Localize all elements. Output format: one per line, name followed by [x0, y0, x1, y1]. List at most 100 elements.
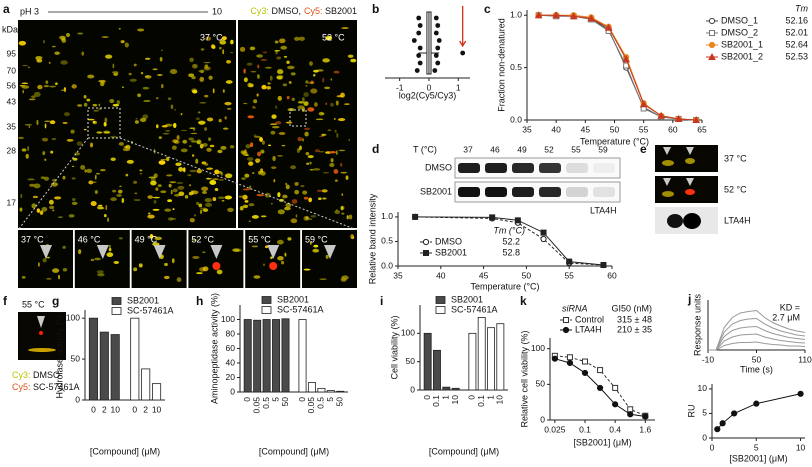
x-axis-label: [Compound] (μM): [429, 446, 499, 456]
gel-spot: [149, 234, 154, 239]
gel-spot: [321, 133, 327, 136]
gel-spot: [90, 142, 94, 148]
inset-temp: 59 °C: [305, 234, 328, 244]
gel-spot: [309, 61, 313, 66]
gel-spot: [112, 103, 120, 107]
gel-spot: [133, 267, 138, 272]
gel-spot: [167, 199, 173, 203]
gel-spot: [348, 214, 353, 220]
blot-temp: 49: [517, 144, 527, 154]
y-tick-label: 100: [531, 343, 545, 353]
gel-spot: [279, 38, 286, 44]
e-temp: 52 °C: [724, 184, 747, 194]
gel-spot: [195, 158, 199, 164]
point: [435, 60, 441, 66]
gel-spot: [257, 64, 260, 69]
gel-spot: [242, 194, 248, 200]
gel-spot: [168, 183, 172, 188]
gel-spot: [329, 162, 335, 168]
x-tick-label: -1: [396, 82, 404, 92]
bar: [253, 319, 262, 393]
inset-temp: 52 °C: [191, 234, 214, 244]
x-tick-label: 0.05: [306, 397, 316, 414]
dye-legend-part: SB2001: [322, 6, 357, 16]
gel-spot: [238, 195, 245, 198]
gel-spot: [97, 273, 105, 277]
gel-spot: [230, 39, 234, 45]
legend-marker: [708, 52, 716, 60]
dye-legend-part: Cy5:: [12, 382, 31, 392]
gel-spot: [206, 117, 214, 122]
gel-spot: [169, 181, 177, 184]
gel-spot: [333, 70, 340, 74]
mw-marker: 28: [7, 145, 17, 155]
gel-spot: [112, 71, 119, 74]
series-line: [708, 325, 806, 351]
gel-spot: [251, 215, 259, 219]
bar: [99, 331, 109, 401]
gel-spot: [48, 61, 51, 65]
gel-spot: [189, 169, 197, 173]
gel-spot: [208, 137, 212, 141]
gel-spot: [27, 178, 35, 181]
gel-spot: [220, 145, 227, 150]
ph-label: pH 3: [20, 6, 39, 16]
gel-spot: [321, 189, 328, 193]
gel-spot: [246, 62, 253, 66]
bar: [336, 390, 345, 393]
blot-row-label: DMSO: [425, 162, 452, 172]
gel-spot: [219, 46, 222, 50]
legend-value: 52.16: [785, 15, 808, 25]
legend-swatch: [261, 306, 272, 314]
gel-spot: [93, 109, 99, 112]
gel-spot: [157, 184, 162, 188]
gel-spot: [298, 36, 305, 41]
gel-spot: [246, 157, 254, 161]
gel-spot: [685, 158, 695, 164]
marker: [692, 115, 701, 123]
x-tick-label: 0: [132, 404, 137, 414]
gel-spot: [253, 135, 261, 138]
gel-spot: [208, 75, 213, 80]
gel-spot: [276, 239, 284, 245]
gel-spot: [276, 69, 284, 75]
gel-spot: [160, 49, 163, 51]
gel-spot: [83, 102, 88, 107]
x-tick-label: 10: [110, 404, 120, 414]
gel-spot: [275, 105, 278, 109]
gel-spot: [221, 36, 227, 41]
gel-spot: [175, 162, 182, 166]
series-line: [538, 14, 697, 121]
legend-value: 52.8: [502, 247, 520, 257]
gel-spot: [44, 158, 47, 161]
blot-temp: 52: [544, 144, 554, 154]
arrowhead: [267, 245, 280, 259]
gel-spot: [291, 199, 298, 204]
gel-spot: [162, 132, 170, 135]
gel-spot: [187, 174, 192, 177]
gel-spot: [84, 169, 87, 173]
gel-spot: [63, 87, 67, 92]
legend-value: 52.64: [785, 39, 808, 49]
gel-spot: [327, 129, 332, 131]
gel-spot: [94, 174, 97, 180]
legend-marker: [709, 30, 715, 36]
gel-spot: [249, 83, 254, 88]
gel-spot: [346, 215, 349, 220]
gel-spot: [182, 139, 188, 144]
y-tick-label: 40: [226, 357, 236, 367]
x-tick-label: -10: [702, 354, 715, 364]
gel-spot: [192, 63, 198, 69]
gel-spot: [340, 205, 344, 211]
gel-spot: [128, 72, 132, 76]
gel-spot: [201, 190, 207, 194]
legend-title: Tm (°C): [493, 225, 525, 235]
gel-spot: [325, 35, 333, 41]
gel-spot: [265, 66, 272, 69]
gel-spot: [113, 260, 120, 264]
gel-spot: [28, 348, 56, 352]
gel-spot: [281, 144, 286, 147]
bar: [433, 349, 441, 391]
x-tick-label: 55: [564, 270, 574, 280]
gel-spot: [341, 27, 349, 30]
